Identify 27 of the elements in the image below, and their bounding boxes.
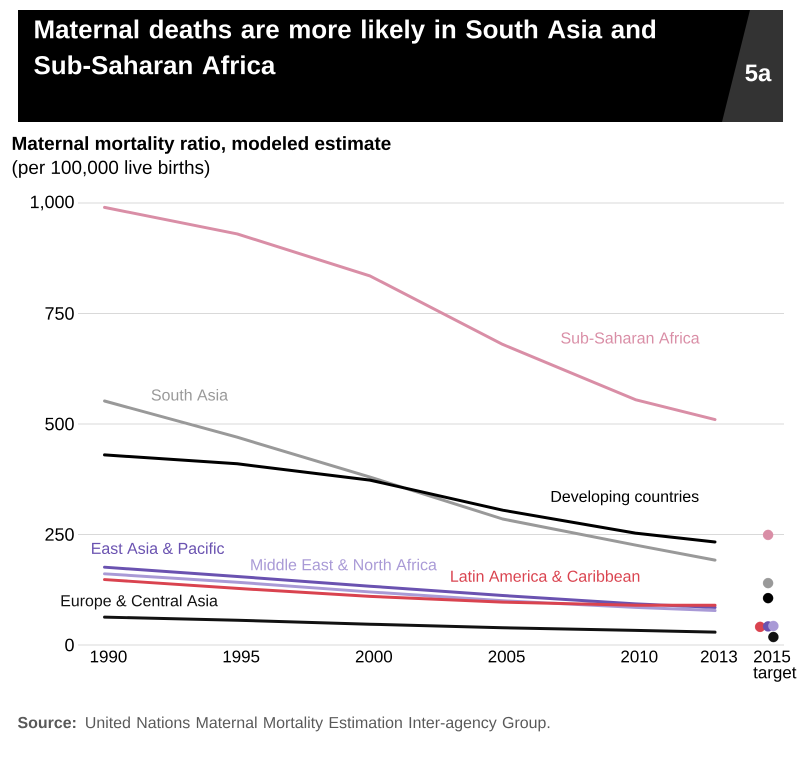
series-label: Latin America & Caribbean xyxy=(451,570,640,582)
y-tick-label: 1,000 xyxy=(30,196,74,210)
line-series xyxy=(103,453,716,544)
x-tick-label: 2010 xyxy=(621,650,658,662)
y-tick-label: 500 xyxy=(45,418,74,430)
x-tick-label: 2015 target xyxy=(753,650,796,682)
y-axis-title: (per 100,000 live births) xyxy=(12,160,210,178)
chart-title: Maternal deaths are more likely in South Asia and Sub-Saharan Africa xyxy=(34,20,656,74)
chart-subtitle: Maternal mortality ratio, modeled estimate xyxy=(12,136,391,154)
line-series xyxy=(103,616,716,634)
series-label: Europe & Central Asia xyxy=(62,594,218,610)
x-tick-label: 2005 xyxy=(488,650,525,662)
x-tick-label: 1990 xyxy=(90,650,127,662)
y-tick-label: 0 xyxy=(65,638,74,652)
x-tick-label: 1995 xyxy=(224,650,260,662)
series-label: Developing countries xyxy=(552,490,699,506)
text: 5a xyxy=(745,64,772,82)
line-series xyxy=(103,206,716,422)
x-tick-label: 2000 xyxy=(356,650,392,662)
series-label: Sub-Saharan Africa xyxy=(561,332,700,344)
text: Source: United Nations Maternal Mortality Estimation Inter-agency Group. xyxy=(18,716,550,732)
series-label: Middle East & North Africa xyxy=(251,558,437,570)
series-label: South Asia xyxy=(152,388,228,401)
y-tick-label: 250 xyxy=(45,528,74,541)
series-label: East Asia & Pacific xyxy=(92,542,224,554)
x-tick-label: 2013 xyxy=(700,650,737,662)
y-tick-label: 750 xyxy=(45,307,74,320)
